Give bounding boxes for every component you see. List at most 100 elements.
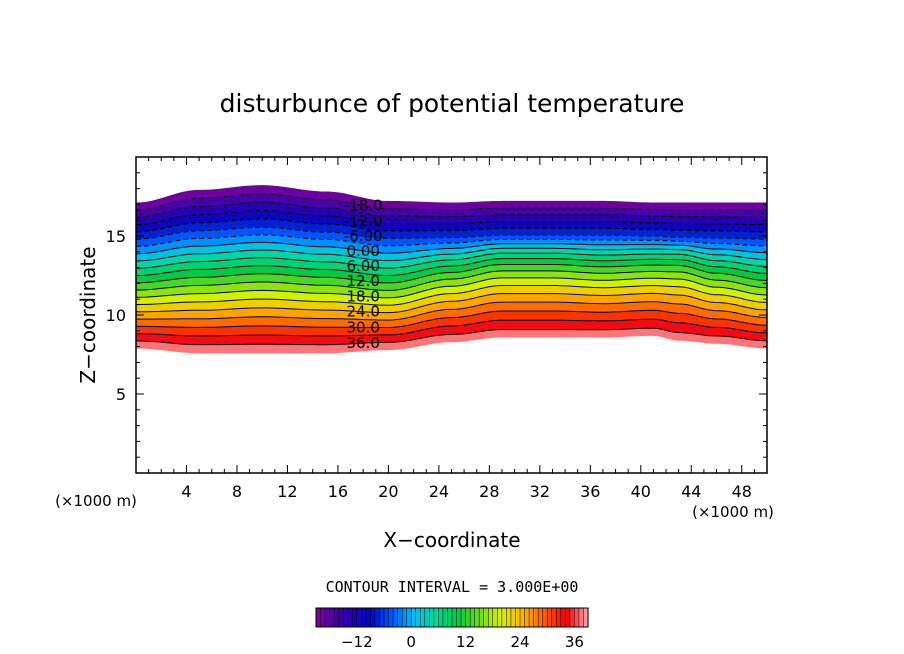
contour-interval-text: CONTOUR INTERVAL = 3.000E+00 [326,578,579,596]
colorbar-cell [460,607,467,628]
contour-line [135,210,767,226]
chart-title: disturbunce of potential temperature [220,89,685,118]
colorbar-cell [383,607,390,628]
colorbar-cell [528,607,535,628]
colorbar-cell [483,607,489,628]
contour-line [135,226,768,240]
x-tick-labels: 4 8 12 16 20 24 28 32 36 40 44 48 [181,482,752,501]
x-tick-label: 28 [479,482,499,501]
colorbar-cell [478,607,485,628]
contour-labels-layer: -18.0-12.0-6.000.006.0012.018.024.030.03… [344,197,383,353]
contour-line [135,258,768,277]
y-tick-label: 15 [106,227,126,246]
x-unit-label-left: (×1000 m) [55,492,137,510]
colorbar-cell [515,607,521,628]
colorbar-cell [415,607,421,628]
colorbar-cell [315,607,322,628]
colorbar-cell [542,607,548,628]
contour-label: 18.0 [346,287,379,305]
colorbar-cell [361,607,367,628]
contour-line [135,318,768,337]
colorbar-cell [347,607,353,628]
colorbar-cell [379,607,385,628]
contour-line [135,193,767,211]
colorbar-cell [510,607,517,628]
colorbar-cell [488,607,494,628]
colorbar-cell [338,607,344,628]
colorbar-tick-labels: −12 0 12 24 36 [341,633,584,651]
x-unit-label-right: (×1000 m) [692,503,774,521]
colorbar-tick-label: 24 [510,633,529,651]
colorbar-cell [497,607,503,628]
x-tick-label: 12 [277,482,297,501]
colorbar-cell [556,607,562,628]
contour-line [135,264,768,284]
contour-line [135,277,768,299]
colorbar-cell [465,607,471,628]
y-tick-labels: 5 10 15 [106,227,126,404]
x-tick-label: 4 [181,482,191,501]
contour-line [135,327,768,346]
x-tick-label: 32 [530,482,550,501]
contour-fill-layer [135,185,768,354]
colorbar-tick-label: 36 [565,633,584,651]
colorbar-cell [424,607,430,628]
contour-label: -6.00 [344,227,383,245]
contour-line [136,292,768,314]
colorbar-cell [324,607,331,628]
colorbar-cell [429,607,435,628]
colorbar-cell [365,607,371,628]
colorbar-cell [442,607,449,628]
x-tick-label: 48 [732,482,752,501]
colorbar-tick-label: −12 [341,633,373,651]
colorbar-cell [565,607,571,628]
contour-lines-layer [135,193,768,346]
contour-label: 30.0 [346,318,379,336]
colorbar-cell [388,607,394,628]
colorbar-cell [406,607,412,628]
x-tick-label: 20 [378,482,398,501]
colorbar-cell [519,607,526,628]
colorbar-cell [438,607,444,628]
contour-line [135,285,768,306]
colorbar-cell [560,607,566,628]
colorbar-cell [456,607,462,628]
x-tick-label: 24 [429,482,449,501]
colorbar-cell [447,607,453,628]
colorbar [315,607,589,628]
y-tick-label: 5 [116,385,126,404]
colorbar-cell [420,607,426,628]
x-tick-label: 16 [328,482,348,501]
colorbar-cell [537,607,544,628]
colorbar-cell [356,607,362,628]
colorbar-cell [551,607,557,628]
colorbar-tick-label: 0 [406,633,416,651]
colorbar-cell [401,607,408,628]
contour-label: 36.0 [346,334,379,352]
contour-line [136,270,768,291]
colorbar-cell [451,607,458,628]
colorbar-cell [374,607,381,628]
colorbar-cell [574,607,580,628]
colorbar-cell [320,607,326,628]
x-tick-label: 40 [631,482,651,501]
y-tick-label: 10 [106,306,126,325]
colorbar-cell [397,607,403,628]
colorbar-tick-label: 12 [456,633,475,651]
x-tick-label: 8 [232,482,242,501]
contour-label: 0.00 [346,242,379,260]
contour-label: -12.0 [344,212,383,230]
contour-label: 12.0 [346,272,379,290]
y-axis-label: Z−coordinate [76,246,100,383]
colorbar-cell [578,607,585,628]
colorbar-cell [533,607,539,628]
x-axis-label: X−coordinate [383,528,520,552]
colorbar-cell [546,607,553,628]
colorbar-cell [392,607,399,628]
colorbar-cell [410,607,417,628]
colorbar-cell [352,607,358,628]
contour-label: 6.00 [346,257,379,275]
colorbar-cell [433,607,439,628]
colorbar-cell [342,607,349,628]
